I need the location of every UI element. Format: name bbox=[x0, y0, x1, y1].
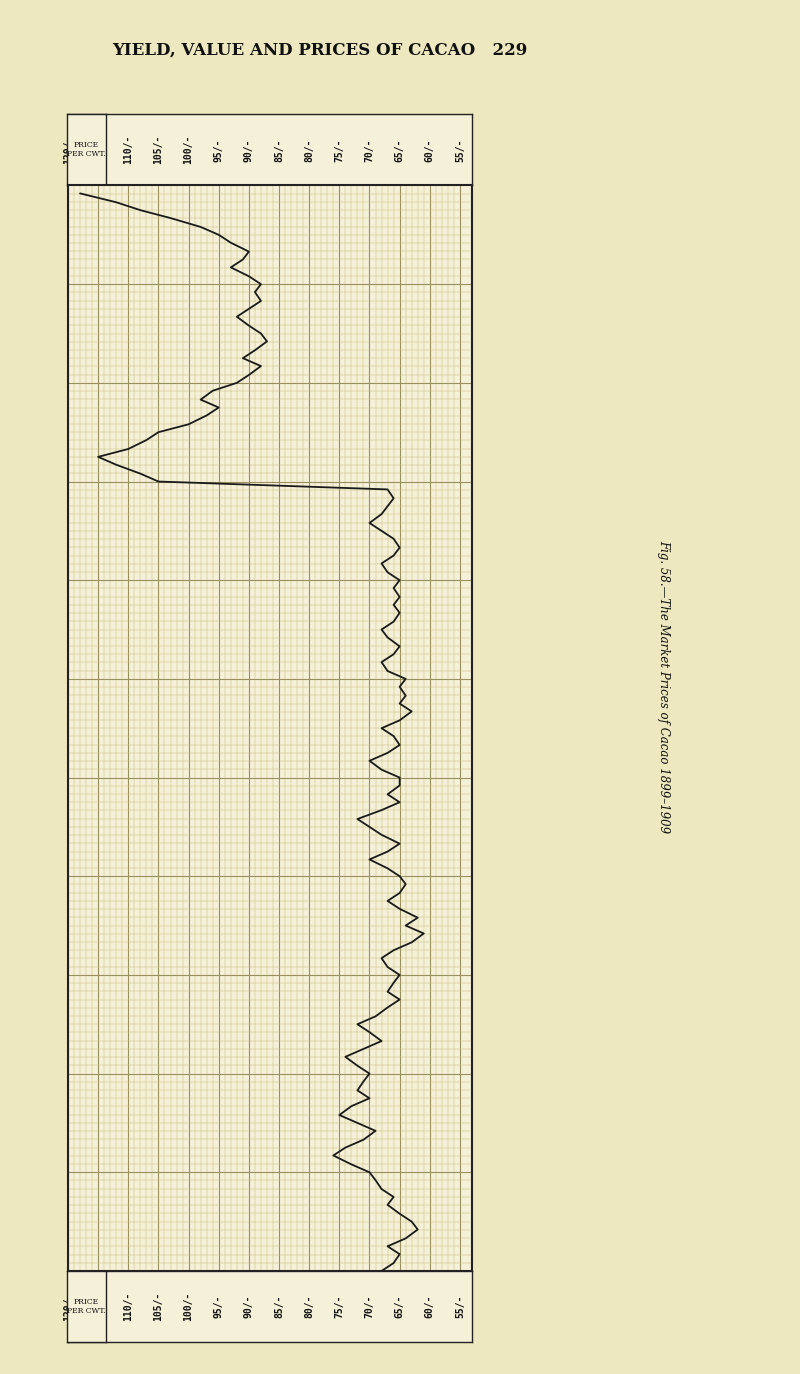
Text: YIELD, VALUE AND PRICES OF CACAO   229: YIELD, VALUE AND PRICES OF CACAO 229 bbox=[112, 41, 528, 58]
Text: 105/-: 105/- bbox=[154, 1292, 163, 1322]
Text: 100/-: 100/- bbox=[183, 135, 194, 165]
Text: 105/-: 105/- bbox=[154, 135, 163, 165]
Text: 85/-: 85/- bbox=[274, 137, 284, 162]
Text: 60/-: 60/- bbox=[425, 1294, 434, 1319]
Text: 80/-: 80/- bbox=[304, 1294, 314, 1319]
Text: 75/-: 75/- bbox=[334, 137, 344, 162]
Text: 65/-: 65/- bbox=[394, 137, 405, 162]
Text: 80/-: 80/- bbox=[304, 137, 314, 162]
Text: 70/-: 70/- bbox=[365, 1294, 374, 1319]
Text: 55/-: 55/- bbox=[455, 137, 465, 162]
Text: 100/-: 100/- bbox=[183, 1292, 194, 1322]
Text: 120/-: 120/- bbox=[63, 1292, 73, 1322]
Text: PRICE
PER CWT.: PRICE PER CWT. bbox=[67, 142, 106, 158]
Text: 65/-: 65/- bbox=[394, 1294, 405, 1319]
Text: 70/-: 70/- bbox=[365, 137, 374, 162]
Text: 120/-: 120/- bbox=[63, 135, 73, 165]
Text: Fig. 58.—The Market Prices of Cacao 1899–1909: Fig. 58.—The Market Prices of Cacao 1899… bbox=[658, 540, 670, 834]
Text: 55/-: 55/- bbox=[455, 1294, 465, 1319]
Text: 115/-: 115/- bbox=[93, 135, 103, 165]
Text: 60/-: 60/- bbox=[425, 137, 434, 162]
Text: PRICE
PER CWT.: PRICE PER CWT. bbox=[67, 1298, 106, 1315]
Text: 90/-: 90/- bbox=[244, 137, 254, 162]
Text: 75/-: 75/- bbox=[334, 1294, 344, 1319]
Text: 95/-: 95/- bbox=[214, 137, 224, 162]
Text: 110/-: 110/- bbox=[123, 135, 134, 165]
Text: 90/-: 90/- bbox=[244, 1294, 254, 1319]
Text: 85/-: 85/- bbox=[274, 1294, 284, 1319]
Text: 115/-: 115/- bbox=[93, 1292, 103, 1322]
Text: 110/-: 110/- bbox=[123, 1292, 134, 1322]
Text: 95/-: 95/- bbox=[214, 1294, 224, 1319]
